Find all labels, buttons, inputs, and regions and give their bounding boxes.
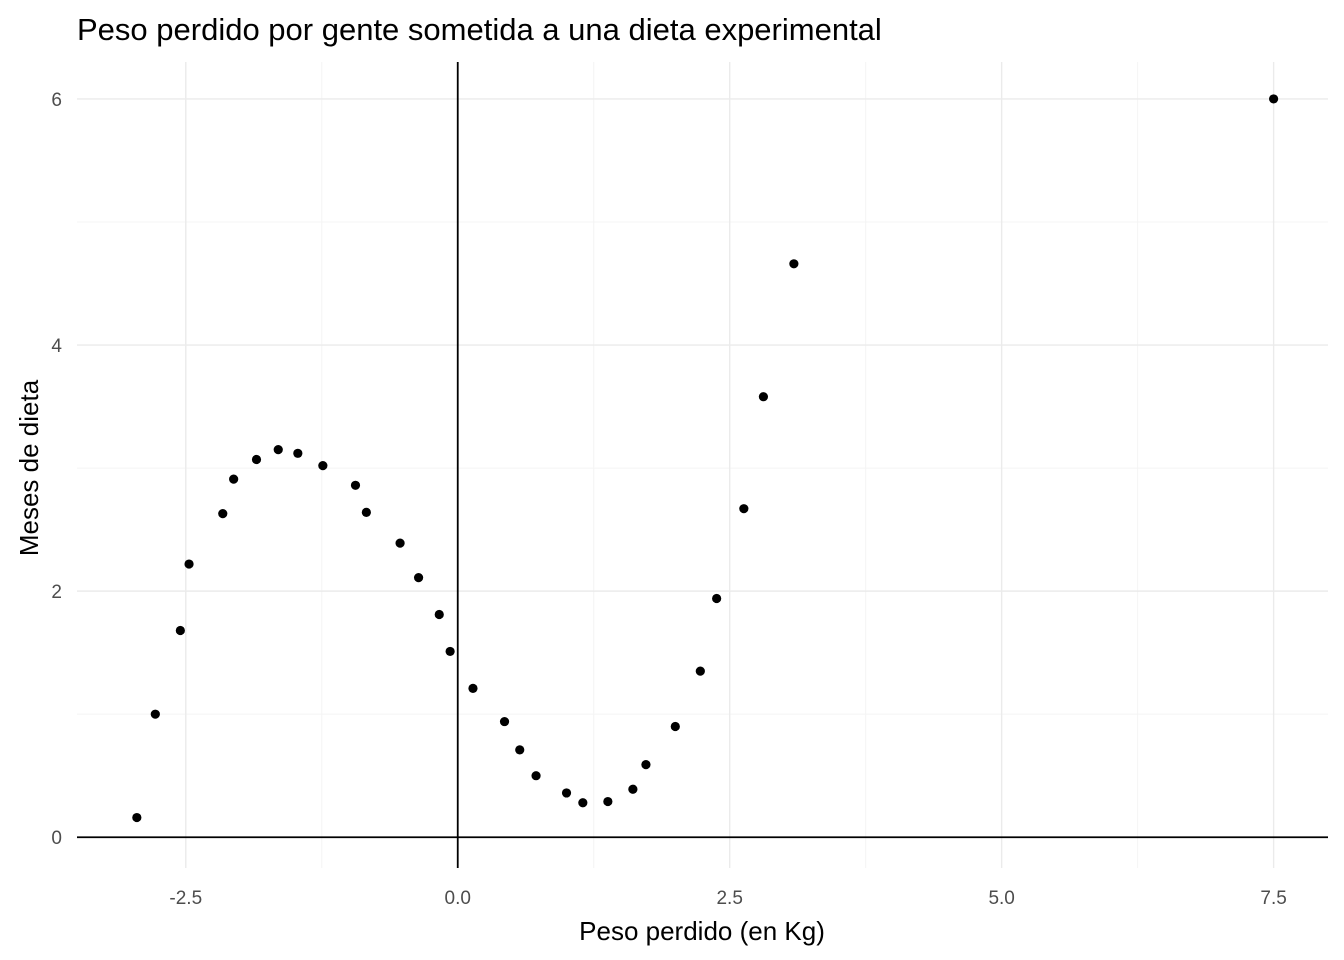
data-point <box>175 625 185 636</box>
data-point <box>251 454 262 465</box>
data-point <box>603 796 613 807</box>
data-point <box>293 448 303 458</box>
data-point <box>468 683 478 693</box>
data-point <box>132 812 142 823</box>
data-point <box>318 461 328 471</box>
y-axis-ticks: 0 2 4 6 <box>51 90 62 849</box>
data-point <box>184 559 194 569</box>
data-point <box>641 760 651 770</box>
data-point <box>712 593 722 604</box>
y-axis-title: Meses de dieta <box>14 379 44 556</box>
x-tick-label: 0.0 <box>445 888 471 909</box>
y-tick-label: 4 <box>51 336 62 357</box>
x-axis-ticks: -2.5 0.0 2.5 5.0 7.5 <box>169 888 1286 909</box>
data-point <box>273 445 283 455</box>
data-point <box>361 507 371 517</box>
x-axis-title: Peso perdido (en Kg) <box>579 916 825 946</box>
y-tick-label: 0 <box>51 828 62 849</box>
data-point <box>695 666 705 676</box>
data-point <box>218 509 228 519</box>
data-point <box>561 788 572 798</box>
data-point <box>758 392 769 402</box>
reference-lines <box>77 62 1328 868</box>
data-point <box>499 716 510 727</box>
data-point <box>789 259 799 269</box>
data-point <box>1269 94 1279 104</box>
data-point <box>578 798 588 808</box>
data-point <box>434 609 444 620</box>
data-point <box>395 538 405 548</box>
data-point <box>229 474 239 484</box>
x-tick-label: 2.5 <box>716 888 742 909</box>
data-point <box>150 709 160 719</box>
data-point <box>350 480 361 490</box>
data-point <box>739 504 749 514</box>
grid-lines <box>77 62 1328 868</box>
y-tick-label: 6 <box>51 90 62 111</box>
y-tick-label: 2 <box>51 582 62 603</box>
data-point <box>531 771 541 781</box>
x-tick-label: 7.5 <box>1260 888 1286 909</box>
data-point <box>445 646 455 657</box>
data-points <box>132 94 1279 823</box>
data-point <box>670 721 680 732</box>
data-point <box>515 745 525 755</box>
x-tick-label: 5.0 <box>988 888 1014 909</box>
chart-title: Peso perdido por gente sometida a una di… <box>77 12 882 47</box>
data-point <box>628 784 638 794</box>
data-point <box>413 572 424 583</box>
x-tick-label: -2.5 <box>169 888 202 909</box>
